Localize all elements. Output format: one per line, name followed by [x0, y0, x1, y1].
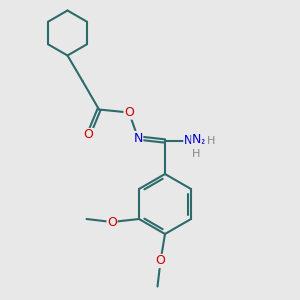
Text: H: H	[207, 136, 216, 146]
Text: O: O	[84, 128, 93, 142]
Text: NH₂: NH₂	[184, 134, 206, 148]
Text: N: N	[133, 131, 143, 145]
Text: H: H	[192, 149, 201, 160]
Text: O: O	[156, 254, 165, 268]
Text: O: O	[107, 215, 117, 229]
Text: N: N	[192, 133, 201, 146]
Text: O: O	[124, 106, 134, 119]
